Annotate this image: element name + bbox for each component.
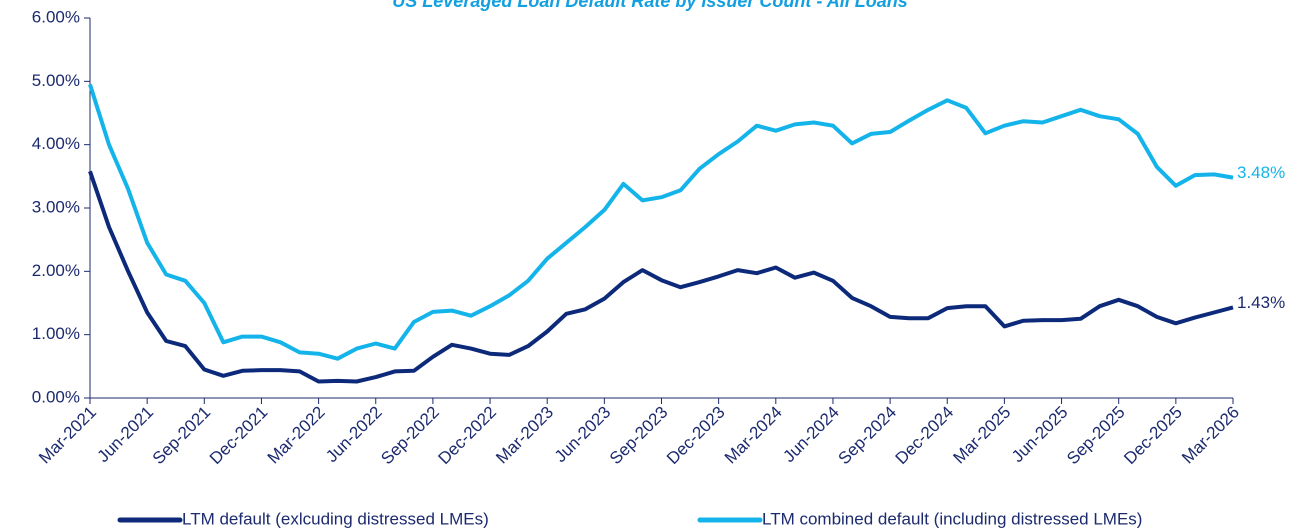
x-tick-label: Jun-2024	[779, 403, 843, 467]
y-tick-label: 1.00%	[32, 324, 80, 343]
x-tick-label: Sep-2025	[1063, 403, 1129, 469]
y-tick-label: 2.00%	[32, 261, 80, 280]
x-tick-label: Mar-2022	[264, 403, 329, 468]
x-tick-label: Sep-2024	[835, 403, 901, 469]
y-tick-label: 4.00%	[32, 134, 80, 153]
chart-title: US Leveraged Loan Default Rate by Issuer…	[392, 0, 907, 11]
x-tick-label: Dec-2025	[1120, 403, 1186, 469]
x-tick-label: Sep-2023	[606, 403, 672, 469]
series-line	[88, 83, 1234, 361]
data-label: 3.48%	[1237, 163, 1285, 182]
y-tick-label: 0.00%	[32, 387, 80, 406]
x-tick-label: Sep-2021	[149, 403, 215, 469]
y-tick-label: 6.00%	[32, 7, 80, 26]
x-tick-label: Mar-2023	[492, 403, 557, 468]
x-tick-label: Dec-2021	[206, 403, 272, 469]
series-line	[88, 170, 1234, 384]
x-tick-label: Jun-2025	[1008, 403, 1072, 467]
x-tick-label: Mar-2021	[35, 403, 100, 468]
x-tick-label: Jun-2023	[551, 403, 615, 467]
x-tick-label: Jun-2021	[94, 403, 158, 467]
x-tick-label: Jun-2022	[322, 403, 386, 467]
y-tick-label: 3.00%	[32, 197, 80, 216]
x-tick-label: Dec-2023	[663, 403, 729, 469]
data-label: 1.43%	[1237, 293, 1285, 312]
y-tick-label: 5.00%	[32, 71, 80, 90]
legend-label: LTM combined default (including distress…	[762, 509, 1142, 528]
x-tick-label: Dec-2022	[434, 403, 500, 469]
x-tick-label: Mar-2026	[1178, 403, 1243, 468]
x-tick-label: Dec-2024	[892, 403, 958, 469]
x-tick-label: Mar-2025	[950, 403, 1015, 468]
legend-label: LTM default (exlcuding distressed LMEs)	[182, 509, 489, 528]
x-tick-label: Sep-2022	[377, 403, 443, 469]
x-tick-label: Mar-2024	[721, 403, 786, 468]
